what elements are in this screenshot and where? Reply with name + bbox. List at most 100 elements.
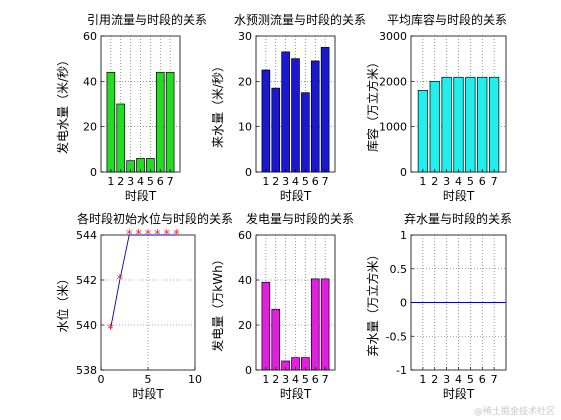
y-tick-label: 0 — [400, 297, 407, 310]
x-axis-label: 时段T — [443, 386, 475, 401]
y-tick-label: 0.5 — [390, 263, 408, 276]
x-axis-label: 时段T — [443, 188, 475, 203]
bar-6 — [310, 60, 320, 173]
y-axis-label: 发电量（万kWh） — [210, 253, 225, 351]
y-tick-label: -0.5 — [386, 330, 407, 343]
x-tick-label: 3 — [282, 373, 289, 386]
y-tick-label: 538 — [76, 364, 97, 377]
bar-2 — [116, 103, 126, 173]
y-tick-label: 30 — [238, 30, 252, 43]
bar-1 — [417, 90, 428, 173]
x-axis-label: 时段T — [132, 386, 164, 401]
y-tick-label: 0 — [245, 364, 252, 377]
bar-2 — [429, 80, 440, 173]
x-tick-label: 5 — [302, 373, 309, 386]
series-line — [109, 234, 177, 330]
y-tick-label: 40 — [83, 75, 97, 88]
data-point-7: * — [164, 228, 171, 243]
x-tick-label: 6 — [479, 175, 486, 188]
y-tick-label: 10 — [238, 121, 252, 134]
x-tick-label: 7 — [322, 373, 329, 386]
x-tick-label: 6 — [312, 175, 319, 188]
x-tick-label: 6 — [157, 175, 164, 188]
x-tick-label: 4 — [292, 373, 299, 386]
y-tick-label: 542 — [76, 274, 97, 287]
bar-7 — [165, 71, 175, 173]
y-tick-label: 0 — [400, 166, 407, 179]
x-tick-label: 2 — [272, 373, 279, 386]
subplot-title: 平均库容与时段的关系 — [387, 12, 507, 27]
x-tick-label: 3 — [127, 175, 134, 188]
y-tick-label: 0 — [245, 166, 252, 179]
subplot-title: 水预测流量与时段的关系 — [234, 12, 366, 27]
y-tick-label: 0 — [90, 166, 97, 179]
x-tick-label: 7 — [167, 175, 174, 188]
y-tick-label: 20 — [238, 319, 252, 332]
axes-box — [100, 234, 196, 371]
bar-4 — [453, 76, 464, 173]
x-tick-label: 5 — [147, 175, 154, 188]
x-tick-label: 2 — [272, 175, 279, 188]
data-point-5: * — [145, 228, 152, 243]
x-tick-label: 3 — [443, 373, 450, 386]
bar-6 — [310, 278, 320, 371]
y-axis-label: 弃水量（万立方米） — [365, 248, 380, 356]
bar-5 — [301, 92, 310, 173]
x-tick-label: 7 — [322, 175, 329, 188]
bar-7 — [320, 46, 330, 173]
x-tick-label: 3 — [282, 175, 289, 188]
y-tick-label: 544 — [76, 229, 97, 242]
bar-4 — [291, 58, 300, 173]
bar-2 — [271, 308, 281, 371]
subplot-title: 弃水量与时段的关系 — [404, 211, 512, 226]
x-tick-label: 1 — [419, 373, 426, 386]
x-axis-label: 时段T — [280, 188, 312, 203]
bar-7 — [320, 278, 330, 371]
bar-2 — [271, 87, 281, 173]
watermark: @稀土掘金技术社区 — [473, 407, 555, 417]
y-axis-label: 库容（万立方米） — [365, 56, 380, 152]
x-tick-label: 1 — [419, 175, 426, 188]
x-tick-label: 4 — [455, 373, 462, 386]
y-tick-label: 2000 — [379, 75, 407, 88]
y-tick-label: 540 — [76, 319, 97, 332]
x-tick-label: 7 — [491, 175, 498, 188]
x-tick-label: 4 — [137, 175, 144, 188]
y-tick-label: 40 — [238, 274, 252, 287]
y-tick-label: 1 — [400, 229, 407, 242]
bar-1 — [261, 69, 271, 173]
subplot-title: 引用流量与时段的关系 — [87, 12, 207, 27]
x-tick-label: 5 — [467, 175, 474, 188]
bar-3 — [281, 51, 290, 173]
x-tick-label: 2 — [431, 175, 438, 188]
x-tick-label: 6 — [312, 373, 319, 386]
bar-5 — [465, 76, 476, 173]
x-tick-label: 4 — [292, 175, 299, 188]
x-tick-label: 3 — [443, 175, 450, 188]
y-tick-label: 20 — [238, 75, 252, 88]
y-tick-label: 60 — [238, 229, 252, 242]
x-tick-label: 5 — [145, 373, 152, 386]
y-tick-label: 60 — [83, 30, 97, 43]
x-tick-label: 2 — [431, 373, 438, 386]
x-axis-label: 时段T — [280, 386, 312, 401]
x-tick-label: 5 — [302, 175, 309, 188]
x-tick-label: 0 — [98, 373, 105, 386]
x-tick-label: 6 — [479, 373, 486, 386]
x-tick-label: 1 — [107, 175, 114, 188]
bar-1 — [261, 281, 271, 371]
y-axis-label: 水位（米） — [55, 272, 70, 332]
data-point-4: * — [135, 228, 142, 243]
x-tick-label: 1 — [262, 175, 269, 188]
data-point-3: * — [126, 228, 133, 243]
data-point-8: * — [173, 228, 180, 243]
data-point-1: * — [107, 323, 114, 338]
data-point-6: * — [154, 228, 161, 243]
